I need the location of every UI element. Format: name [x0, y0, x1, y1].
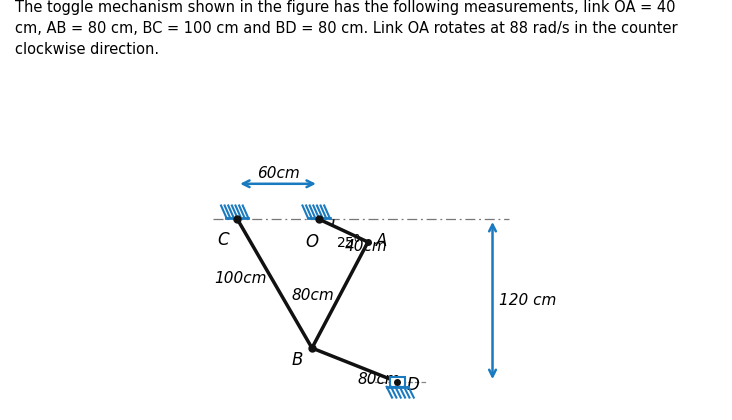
Text: A: A — [376, 232, 387, 249]
Text: 25$^{0}$: 25$^{0}$ — [337, 233, 362, 251]
Text: 80cm: 80cm — [292, 288, 335, 302]
Text: 120 cm: 120 cm — [499, 293, 556, 308]
Text: The toggle mechanism shown in the figure has the following measurements, link OA: The toggle mechanism shown in the figure… — [15, 0, 677, 57]
Text: 80cm: 80cm — [357, 372, 400, 387]
Text: 100cm: 100cm — [214, 270, 266, 286]
Bar — [390, 377, 405, 387]
Text: D: D — [407, 376, 419, 394]
Text: B: B — [291, 351, 302, 369]
Text: 60cm: 60cm — [257, 166, 299, 181]
Text: 40cm: 40cm — [345, 239, 387, 254]
Text: C: C — [217, 231, 229, 249]
Text: O: O — [305, 233, 318, 251]
